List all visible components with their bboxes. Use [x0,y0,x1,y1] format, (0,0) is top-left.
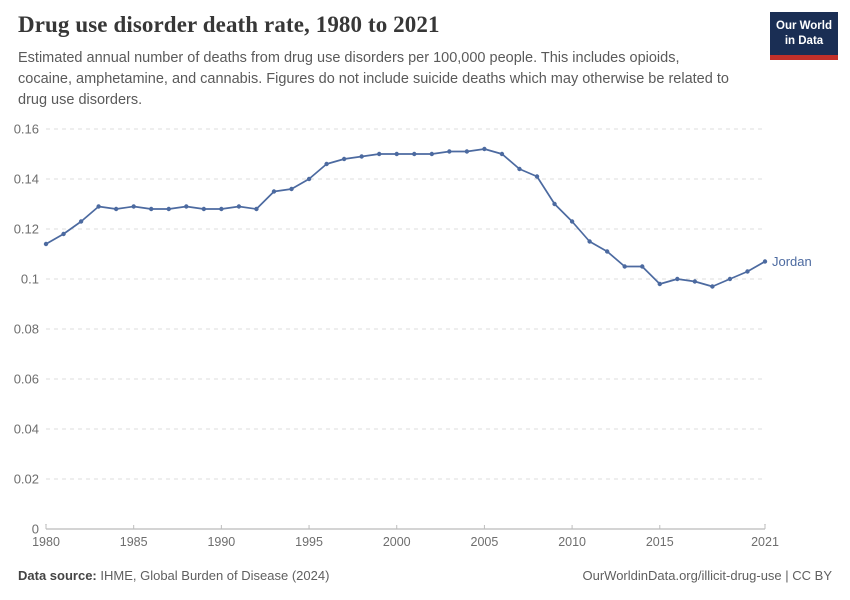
chart-subtitle: Estimated annual number of deaths from d… [18,48,750,111]
data-point [201,206,207,212]
data-point [149,206,154,212]
data-point [376,151,382,157]
data-point [412,151,417,157]
x-axis-tick-label: 2005 [471,535,499,549]
data-source-label: Data source: [18,568,97,583]
data-point [640,264,645,269]
subtitle-line: drug use disorders. [18,92,143,108]
data-point [341,156,347,162]
data-point [675,276,680,282]
y-axis-tick-label: 0.04 [14,422,39,437]
x-axis-tick-label: 1980 [32,535,60,549]
data-point [692,279,698,284]
data-point [184,204,189,209]
data-point [604,249,610,254]
owid-logo-line2: in Data [784,34,824,47]
data-point [762,259,768,264]
page-title: Drug use disorder death rate, 1980 to 20… [18,12,440,37]
data-point [236,204,242,209]
data-point [552,201,557,207]
data-point [43,241,49,247]
data-point [113,206,119,212]
data-point [306,176,312,182]
data-point [61,231,66,237]
y-axis-tick-label: 0.12 [14,222,39,237]
data-point [359,154,364,159]
data-point [517,166,522,172]
x-axis-tick-label: 2021 [751,535,779,549]
data-point [710,284,715,289]
subtitle-line: cocaine, amphetamine, and cannabis. Figu… [18,71,729,87]
data-source-text: IHME, Global Burden of Disease (2024) [96,568,330,583]
data-source: Data source: IHME, Global Burden of Dise… [18,568,329,583]
x-axis-tick-label: 1995 [295,535,323,549]
x-axis-tick-label: 1990 [207,535,235,549]
x-axis-tick-label: 2000 [383,535,411,549]
y-axis-tick-label: 0.08 [14,322,39,337]
data-point [587,239,592,244]
data-point [534,174,540,179]
chart-footer: Data source: IHME, Global Burden of Dise… [18,568,832,583]
data-point [727,276,733,282]
y-axis-tick-label: 0.16 [14,122,39,137]
data-point [464,149,470,154]
chart-header: Drug use disorder death rate, 1980 to 20… [18,12,750,111]
data-point [569,219,575,224]
series-end-label: Jordan [772,254,812,269]
data-point [429,151,435,157]
y-axis-tick-label: 0.14 [14,172,39,187]
subtitle-line: Estimated annual number of deaths from d… [18,50,680,66]
x-axis-tick-label: 1985 [120,535,148,549]
y-axis-tick-label: 0 [32,522,39,537]
owid-url-link[interactable]: OurWorldinData.org/illicit-drug-use | CC… [582,568,833,583]
data-point [289,186,294,192]
data-point [324,161,329,167]
data-point [271,189,277,194]
y-axis-tick-label: 0.02 [14,472,39,487]
data-point [657,281,662,287]
data-point [166,206,171,212]
x-axis-tick-label: 2010 [558,535,586,549]
data-point [394,151,399,157]
y-axis-tick-label: 0.06 [14,372,39,387]
data-point [745,269,750,274]
data-point [499,151,505,157]
data-point [254,206,259,212]
data-point [219,206,224,212]
data-point [447,149,452,154]
owid-logo[interactable]: Our World in Data [770,12,838,60]
data-point [131,204,136,209]
series-line [45,148,766,288]
y-axis-tick-label: 0.1 [21,272,39,287]
data-point [96,204,101,209]
data-point [78,219,84,224]
x-axis-tick-label: 2015 [646,535,674,549]
data-point [482,146,487,152]
data-point [622,264,627,269]
owid-logo-line1: Our World [776,20,833,32]
